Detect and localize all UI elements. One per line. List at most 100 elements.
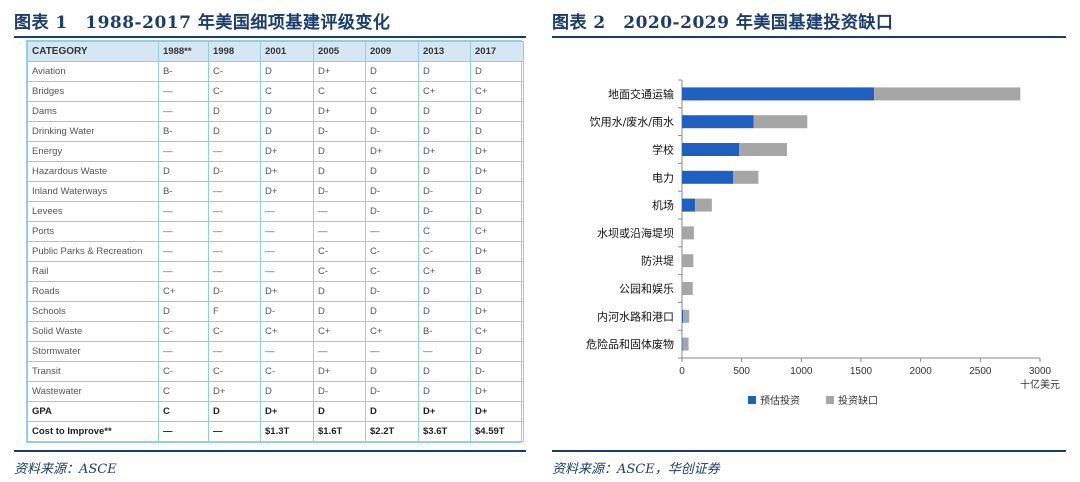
grade-cell: — bbox=[313, 341, 366, 362]
category-label: 公园和娱乐 bbox=[619, 282, 674, 296]
grade-cell: C- bbox=[208, 361, 261, 382]
table-row: Bridges — C- C C C C+ C+ bbox=[27, 81, 524, 102]
grade-cell: D+ bbox=[470, 301, 524, 322]
grade-cell: — bbox=[158, 201, 209, 222]
column-header-year: 2017 bbox=[470, 41, 524, 62]
row-category-label: Energy bbox=[27, 141, 159, 162]
grade-cell: C+ bbox=[470, 221, 524, 242]
bar-estimated-investment bbox=[682, 87, 875, 101]
grade-cell: C- bbox=[158, 361, 209, 382]
category-label: 内河水路和港口 bbox=[597, 309, 674, 323]
table-row: Schools D F D- D D D D+ bbox=[27, 301, 524, 322]
grade-cell: — bbox=[158, 341, 209, 362]
left-bottom-rule bbox=[14, 450, 526, 452]
row-category-label: Solid Waste bbox=[27, 321, 159, 342]
grade-cell: D bbox=[418, 361, 471, 382]
grade-cell: — bbox=[158, 221, 209, 242]
grade-cell: C+ bbox=[418, 261, 471, 282]
grade-cell: — bbox=[158, 261, 209, 282]
column-header-year: 1998 bbox=[208, 41, 261, 62]
grade-cell: C bbox=[418, 221, 471, 242]
grade-cell: — bbox=[365, 221, 419, 242]
legend-swatch bbox=[826, 396, 834, 404]
grade-cell: C- bbox=[418, 241, 471, 262]
grade-cell: D- bbox=[313, 381, 366, 402]
grade-cell: — bbox=[208, 181, 261, 202]
grade-cell: D bbox=[418, 61, 471, 82]
grade-cell: C- bbox=[208, 321, 261, 342]
grade-cell: D+ bbox=[260, 161, 314, 182]
grade-cell: D+ bbox=[260, 401, 314, 422]
grade-cell: D bbox=[470, 101, 524, 122]
table-row: Rail — — — C- C- C+ B bbox=[27, 261, 524, 282]
grade-cell: C bbox=[158, 381, 209, 402]
column-header-category: CATEGORY bbox=[27, 41, 159, 62]
grades-table-container: CATEGORY 1988** 1998 2001 2005 2009 2013 2017 A… bbox=[26, 40, 524, 443]
grade-cell: D- bbox=[365, 181, 419, 202]
x-tick-label: 0 bbox=[679, 366, 685, 377]
grade-cell: D bbox=[365, 301, 419, 322]
bar-investment-gap bbox=[682, 337, 689, 351]
grade-cell: D+ bbox=[470, 141, 524, 162]
grade-cell: — bbox=[260, 241, 314, 262]
grade-cell: D+ bbox=[418, 141, 471, 162]
grade-cell: D+ bbox=[470, 401, 524, 422]
category-label: 地面交通运输 bbox=[608, 87, 674, 101]
grade-cell: $3.6T bbox=[418, 421, 471, 442]
row-category-label: Inland Waterways bbox=[27, 181, 159, 202]
right-source-note: 资料来源：ASCE，华创证券 bbox=[552, 462, 720, 477]
grade-cell: D bbox=[260, 101, 314, 122]
x-tick-label: 1000 bbox=[790, 366, 813, 377]
grade-cell: D bbox=[260, 381, 314, 402]
bar-investment-gap bbox=[733, 170, 759, 184]
x-tick-label: 2000 bbox=[910, 366, 933, 377]
grade-cell: C+ bbox=[470, 321, 524, 342]
grade-cell: D bbox=[418, 101, 471, 122]
grade-cell: — bbox=[158, 141, 209, 162]
grade-cell: — bbox=[260, 341, 314, 362]
grade-cell: D bbox=[470, 121, 524, 142]
row-category-label: Rail bbox=[27, 261, 159, 282]
row-category-label: Dams bbox=[27, 101, 159, 122]
row-category-label: Hazardous Waste bbox=[27, 161, 159, 182]
grade-cell: D+ bbox=[313, 101, 366, 122]
bar-investment-gap bbox=[874, 87, 1021, 101]
grade-cell: C- bbox=[313, 261, 366, 282]
grade-cell: D- bbox=[365, 281, 419, 302]
grade-cell: — bbox=[208, 141, 261, 162]
grade-cell: D bbox=[313, 301, 366, 322]
table-row: GPA C D D+ D D D+ D+ bbox=[27, 401, 524, 422]
grade-cell: D- bbox=[365, 121, 419, 142]
grade-cell: D bbox=[208, 121, 261, 142]
grade-cell: C- bbox=[365, 241, 419, 262]
bar-estimated-investment bbox=[682, 337, 683, 351]
grade-cell: D+ bbox=[313, 361, 366, 382]
table-row: Cost to Improve** — — $1.3T $1.6T $2.2T $3.6T $… bbox=[27, 421, 524, 442]
grade-cell: — bbox=[260, 221, 314, 242]
grade-cell: D- bbox=[208, 161, 261, 182]
grade-cell: C bbox=[260, 81, 314, 102]
grade-cell: — bbox=[208, 341, 261, 362]
grade-cell: D bbox=[418, 281, 471, 302]
grade-cell: — bbox=[208, 221, 261, 242]
grade-cell: C bbox=[313, 81, 366, 102]
grade-cell: D bbox=[208, 401, 261, 422]
grade-cell: D bbox=[208, 101, 261, 122]
grade-cell: D- bbox=[470, 361, 524, 382]
x-tick-label: 1500 bbox=[850, 366, 873, 377]
grade-cell: C+ bbox=[365, 321, 419, 342]
table-row: Energy — — D+ D D+ D+ D+ bbox=[27, 141, 524, 162]
grade-cell: — bbox=[158, 81, 209, 102]
grade-cell: D- bbox=[260, 301, 314, 322]
grade-cell: D bbox=[418, 301, 471, 322]
grade-cell: C+ bbox=[418, 81, 471, 102]
grade-cell: C bbox=[158, 401, 209, 422]
bar-investment-gap bbox=[739, 143, 788, 156]
category-label: 机场 bbox=[652, 198, 674, 212]
grade-cell: D- bbox=[313, 181, 366, 202]
table-row: Drinking Water B- D D D- D- D D bbox=[27, 121, 524, 142]
left-source-note: 资料来源：ASCE bbox=[14, 462, 117, 477]
grade-cell: D+ bbox=[470, 381, 524, 402]
table-row: Aviation B- C- D D+ D D D bbox=[27, 61, 524, 82]
grade-cell: — bbox=[158, 101, 209, 122]
